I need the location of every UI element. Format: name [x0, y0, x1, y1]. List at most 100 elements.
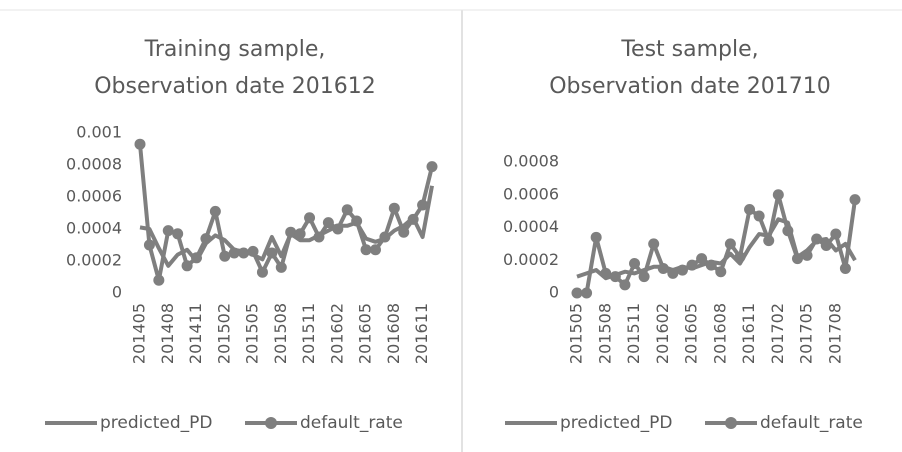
x-tick-label: 201608	[710, 303, 729, 364]
x-tick-label: 201505	[567, 303, 586, 364]
y-tick-label: 0.0006	[66, 187, 122, 206]
legend-label: default_rate	[300, 413, 403, 433]
data-point	[360, 244, 372, 256]
x-tick-label: 201508	[595, 303, 614, 364]
x-tick-label: 201505	[243, 303, 262, 364]
legend-label: predicted_PD	[100, 413, 212, 433]
data-point	[285, 226, 297, 238]
data-point	[351, 215, 363, 227]
data-point	[294, 228, 306, 240]
data-point	[379, 231, 391, 243]
data-point	[143, 239, 155, 251]
data-point	[830, 228, 842, 240]
data-point	[191, 252, 203, 264]
data-point	[696, 253, 708, 265]
x-tick-label: 201511	[299, 303, 318, 364]
y-tick-label: 0	[549, 283, 559, 302]
legend-label: default_rate	[760, 413, 863, 433]
data-point	[181, 260, 193, 272]
data-point	[657, 262, 669, 274]
x-tick-label: 201708	[825, 303, 844, 364]
data-point	[753, 210, 765, 222]
legend-label: predicted_PD	[560, 413, 672, 433]
x-tick-label: 201405	[130, 303, 149, 364]
data-point	[162, 225, 174, 237]
data-point	[629, 258, 641, 270]
chart-title: Observation date 201710	[549, 74, 831, 99]
data-point	[571, 287, 583, 299]
chart-title: Test sample,	[620, 37, 758, 62]
legend-marker	[725, 417, 737, 429]
data-point	[676, 264, 688, 276]
data-point	[705, 259, 717, 271]
data-point	[619, 279, 631, 291]
data-point	[801, 249, 813, 261]
data-point	[256, 266, 268, 278]
x-tick-label: 201702	[768, 303, 787, 364]
data-point	[839, 262, 851, 274]
y-tick-label: 0.0002	[66, 251, 122, 270]
x-tick-label: 201611	[412, 303, 431, 364]
y-tick-label: 0.0002	[503, 250, 559, 269]
data-point	[247, 245, 259, 257]
y-tick-label: 0.0006	[503, 184, 559, 203]
x-tick-label: 201508	[271, 303, 290, 364]
data-point	[581, 287, 593, 299]
data-point	[200, 233, 212, 245]
data-point	[715, 266, 727, 278]
y-tick-label: 0.0004	[503, 217, 559, 236]
data-point	[734, 251, 746, 263]
data-point	[724, 238, 736, 250]
data-point	[275, 261, 287, 273]
data-point	[686, 259, 698, 271]
data-point	[398, 226, 410, 238]
y-tick-label: 0	[112, 283, 122, 302]
data-point	[322, 217, 334, 229]
data-point	[266, 247, 278, 259]
x-tick-label: 201608	[384, 303, 403, 364]
x-tick-label: 201602	[653, 303, 672, 364]
data-point	[134, 138, 146, 150]
data-point	[407, 213, 419, 225]
data-point	[820, 240, 832, 252]
data-point	[638, 271, 650, 283]
data-point	[772, 189, 784, 201]
data-point	[782, 225, 794, 237]
data-point	[648, 238, 660, 250]
data-point	[849, 194, 861, 206]
data-point	[763, 235, 775, 247]
x-tick-label: 201511	[624, 303, 643, 364]
data-point	[304, 212, 316, 224]
data-point	[600, 267, 612, 279]
x-tick-label: 201408	[158, 303, 177, 364]
data-point	[791, 253, 803, 265]
data-point	[590, 231, 602, 243]
data-point	[426, 161, 438, 173]
data-point	[238, 247, 250, 259]
data-point	[209, 205, 221, 217]
x-tick-label: 201705	[797, 303, 816, 364]
data-point	[388, 202, 400, 214]
data-point	[153, 274, 165, 286]
y-tick-label: 0.001	[76, 123, 122, 142]
x-tick-label: 201605	[356, 303, 375, 364]
data-point	[811, 233, 823, 245]
data-point	[228, 247, 240, 259]
x-tick-label: 201605	[682, 303, 701, 364]
y-tick-label: 0.0008	[66, 155, 122, 174]
chart-title: Observation date 201612	[94, 74, 376, 99]
x-tick-label: 201411	[186, 303, 205, 364]
data-point	[369, 244, 381, 256]
y-tick-label: 0.0008	[503, 152, 559, 171]
x-tick-label: 201502	[214, 303, 233, 364]
chart-title: Training sample,	[144, 37, 326, 62]
data-point	[341, 204, 353, 216]
data-point	[417, 199, 429, 211]
data-point	[332, 223, 344, 235]
y-tick-label: 0.0004	[66, 219, 122, 238]
data-point	[744, 203, 756, 215]
data-point	[313, 231, 325, 243]
x-tick-label: 201611	[739, 303, 758, 364]
